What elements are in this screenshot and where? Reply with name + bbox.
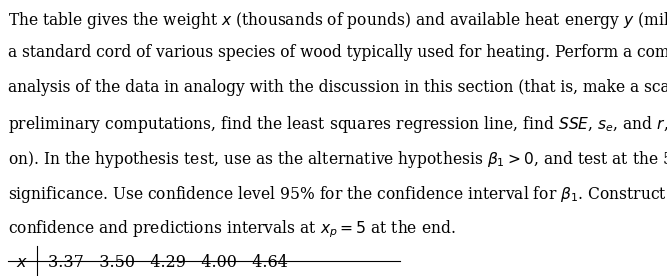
Text: a standard cord of various species of wood typically used for heating. Perform a: a standard cord of various species of wo…: [8, 44, 667, 62]
Text: $x$: $x$: [16, 254, 28, 272]
Text: analysis of the data in analogy with the discussion in this section (that is, ma: analysis of the data in analogy with the…: [8, 79, 667, 96]
Text: preliminary computations, find the least squares regression line, find $SSE$, $s: preliminary computations, find the least…: [8, 114, 667, 135]
Text: confidence and predictions intervals at $x_p = 5$ at the end.: confidence and predictions intervals at …: [8, 218, 456, 240]
Text: significance. Use confidence level 95% for the confidence interval for $\beta_1$: significance. Use confidence level 95% f…: [8, 184, 667, 205]
Text: 3.37   3.50   4.29   4.00   4.64: 3.37 3.50 4.29 4.00 4.64: [48, 254, 288, 272]
Text: The table gives the weight $x$ (thousands of pounds) and available heat energy $: The table gives the weight $x$ (thousand…: [8, 10, 667, 31]
Text: on). In the hypothesis test, use as the alternative hypothesis $\beta_1 > 0$, an: on). In the hypothesis test, use as the …: [8, 149, 667, 170]
